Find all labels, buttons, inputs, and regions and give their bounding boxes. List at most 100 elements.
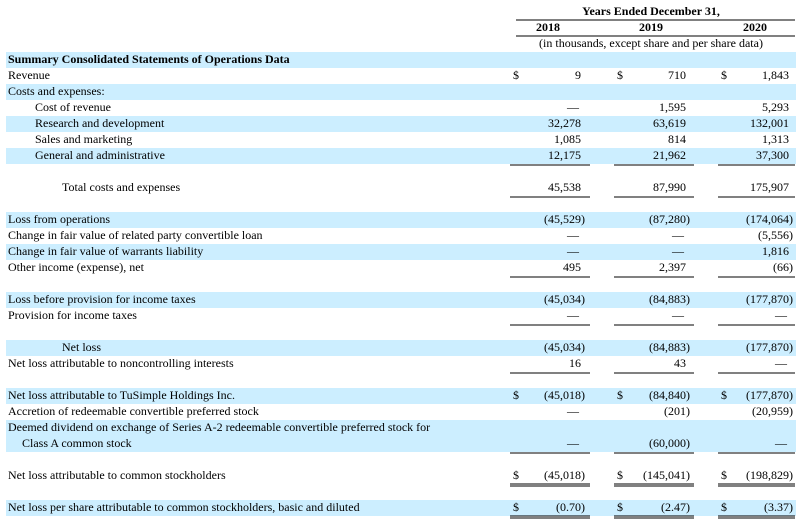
currency: $ [513,500,519,514]
cell-value: (66) [773,260,793,274]
currency: $ [721,500,727,514]
cell-value: — [774,436,788,450]
cell-value: 32,278 [548,116,581,130]
cell-value: — [774,308,788,322]
cell-value: (84,840) [649,388,690,402]
period-header: Years Ended December 31, [582,4,720,18]
row-shade [6,420,796,452]
row-label: Sales and marketing [35,132,132,146]
row-label: Net loss per share attributable to commo… [8,500,360,514]
cell-value: (174,064) [746,212,793,226]
cell-value: 5,293 [762,100,789,114]
cell-value: (201) [664,404,690,418]
cell-value: (60,000) [649,436,690,450]
currency: $ [721,468,727,482]
row-shade [6,84,796,100]
cell-value: 132,001 [750,116,789,130]
row-label: General and administrative [35,148,165,162]
cell-value: (0.70) [556,500,585,514]
units-note: (in thousands, except share and per shar… [539,36,763,50]
cell-value: 63,619 [653,116,686,130]
row-shade [6,340,796,356]
cell-value: (45,034) [544,292,585,306]
row-shade [6,292,796,308]
row-label: Net loss attributable to noncontrolling … [8,356,234,370]
section-title: Summary Consolidated Statements of Opera… [8,52,290,66]
row-label: Accretion of redeemable convertible pref… [8,404,259,418]
row-label: Net loss attributable to common stockhol… [8,468,226,482]
cell-value: — [566,308,580,322]
row-shade [6,148,796,164]
year: 2018 [536,20,560,34]
row-label: Loss from operations [8,212,110,226]
currency: $ [513,468,519,482]
cell-value: 21,962 [653,148,686,162]
cell-value: — [566,404,580,418]
cell-value: (45,529) [544,212,585,226]
cell-value: — [566,244,580,258]
cell-value: (45,018) [544,388,585,402]
row-shade [6,388,796,404]
cell-value: — [774,356,788,370]
cell-value: 2,397 [659,260,686,274]
currency: $ [513,68,519,82]
cell-value: 37,300 [756,148,789,162]
row-label: Change in fair value of related party co… [8,228,263,242]
cell-value: 16 [569,356,581,370]
cell-value: — [671,308,685,322]
cell-value: (5,556) [758,228,793,242]
cell-value: — [566,436,580,450]
cell-value: 1,595 [659,100,686,114]
cell-value: 495 [563,260,581,274]
cell-value: 1,085 [554,132,581,146]
row-label: Costs and expenses: [8,84,105,98]
cell-value: — [566,100,580,114]
currency: $ [721,388,727,402]
cell-value: 814 [668,132,686,146]
row-label: Class A common stock [22,436,132,450]
cell-value: 43 [674,356,686,370]
year: 2019 [639,20,663,34]
row-label: Other income (expense), net [8,260,145,274]
cell-value: (45,034) [544,340,585,354]
cell-value: (177,870) [746,388,793,402]
currency: $ [513,388,519,402]
row-shade [6,116,796,132]
year: 2020 [743,20,767,34]
currency: $ [617,388,623,402]
cell-value: 12,175 [548,148,581,162]
cell-value: 45,538 [548,180,581,194]
currency: $ [617,68,623,82]
cell-value: (87,280) [649,212,690,226]
cell-value: 710 [668,68,686,82]
row-label: Deemed dividend on exchange of Series A-… [8,420,430,434]
row-label: Loss before provision for income taxes [8,292,196,306]
row-label: Provision for income taxes [8,308,137,322]
currency: $ [721,68,727,82]
cell-value: — [671,228,685,242]
cell-value: 175,907 [750,180,789,194]
row-label: Revenue [8,68,50,82]
row-label: Research and development [35,116,165,130]
cell-value: (177,870) [746,340,793,354]
cell-value: 1,313 [762,132,789,146]
row-label: Cost of revenue [35,100,111,114]
cell-value: (177,870) [746,292,793,306]
cell-value: (84,883) [649,292,690,306]
cell-value: (198,829) [746,468,793,482]
cell-value: — [566,228,580,242]
cell-value: (20,959) [752,404,793,418]
cell-value: (84,883) [649,340,690,354]
row-shade [6,212,796,228]
row-label: Net loss [62,340,101,354]
currency: $ [617,468,623,482]
row-label: Net loss attributable to TuSimple Holdin… [8,388,235,402]
row-label: Total costs and expenses [62,180,180,194]
currency: $ [617,500,623,514]
cell-value: 1,843 [762,68,789,82]
cell-value: 1,816 [762,244,789,258]
row-label: Change in fair value of warrants liabili… [8,244,203,258]
cell-value: (3.37) [764,500,793,514]
cell-value: 9 [575,68,581,82]
row-shade [6,244,796,260]
